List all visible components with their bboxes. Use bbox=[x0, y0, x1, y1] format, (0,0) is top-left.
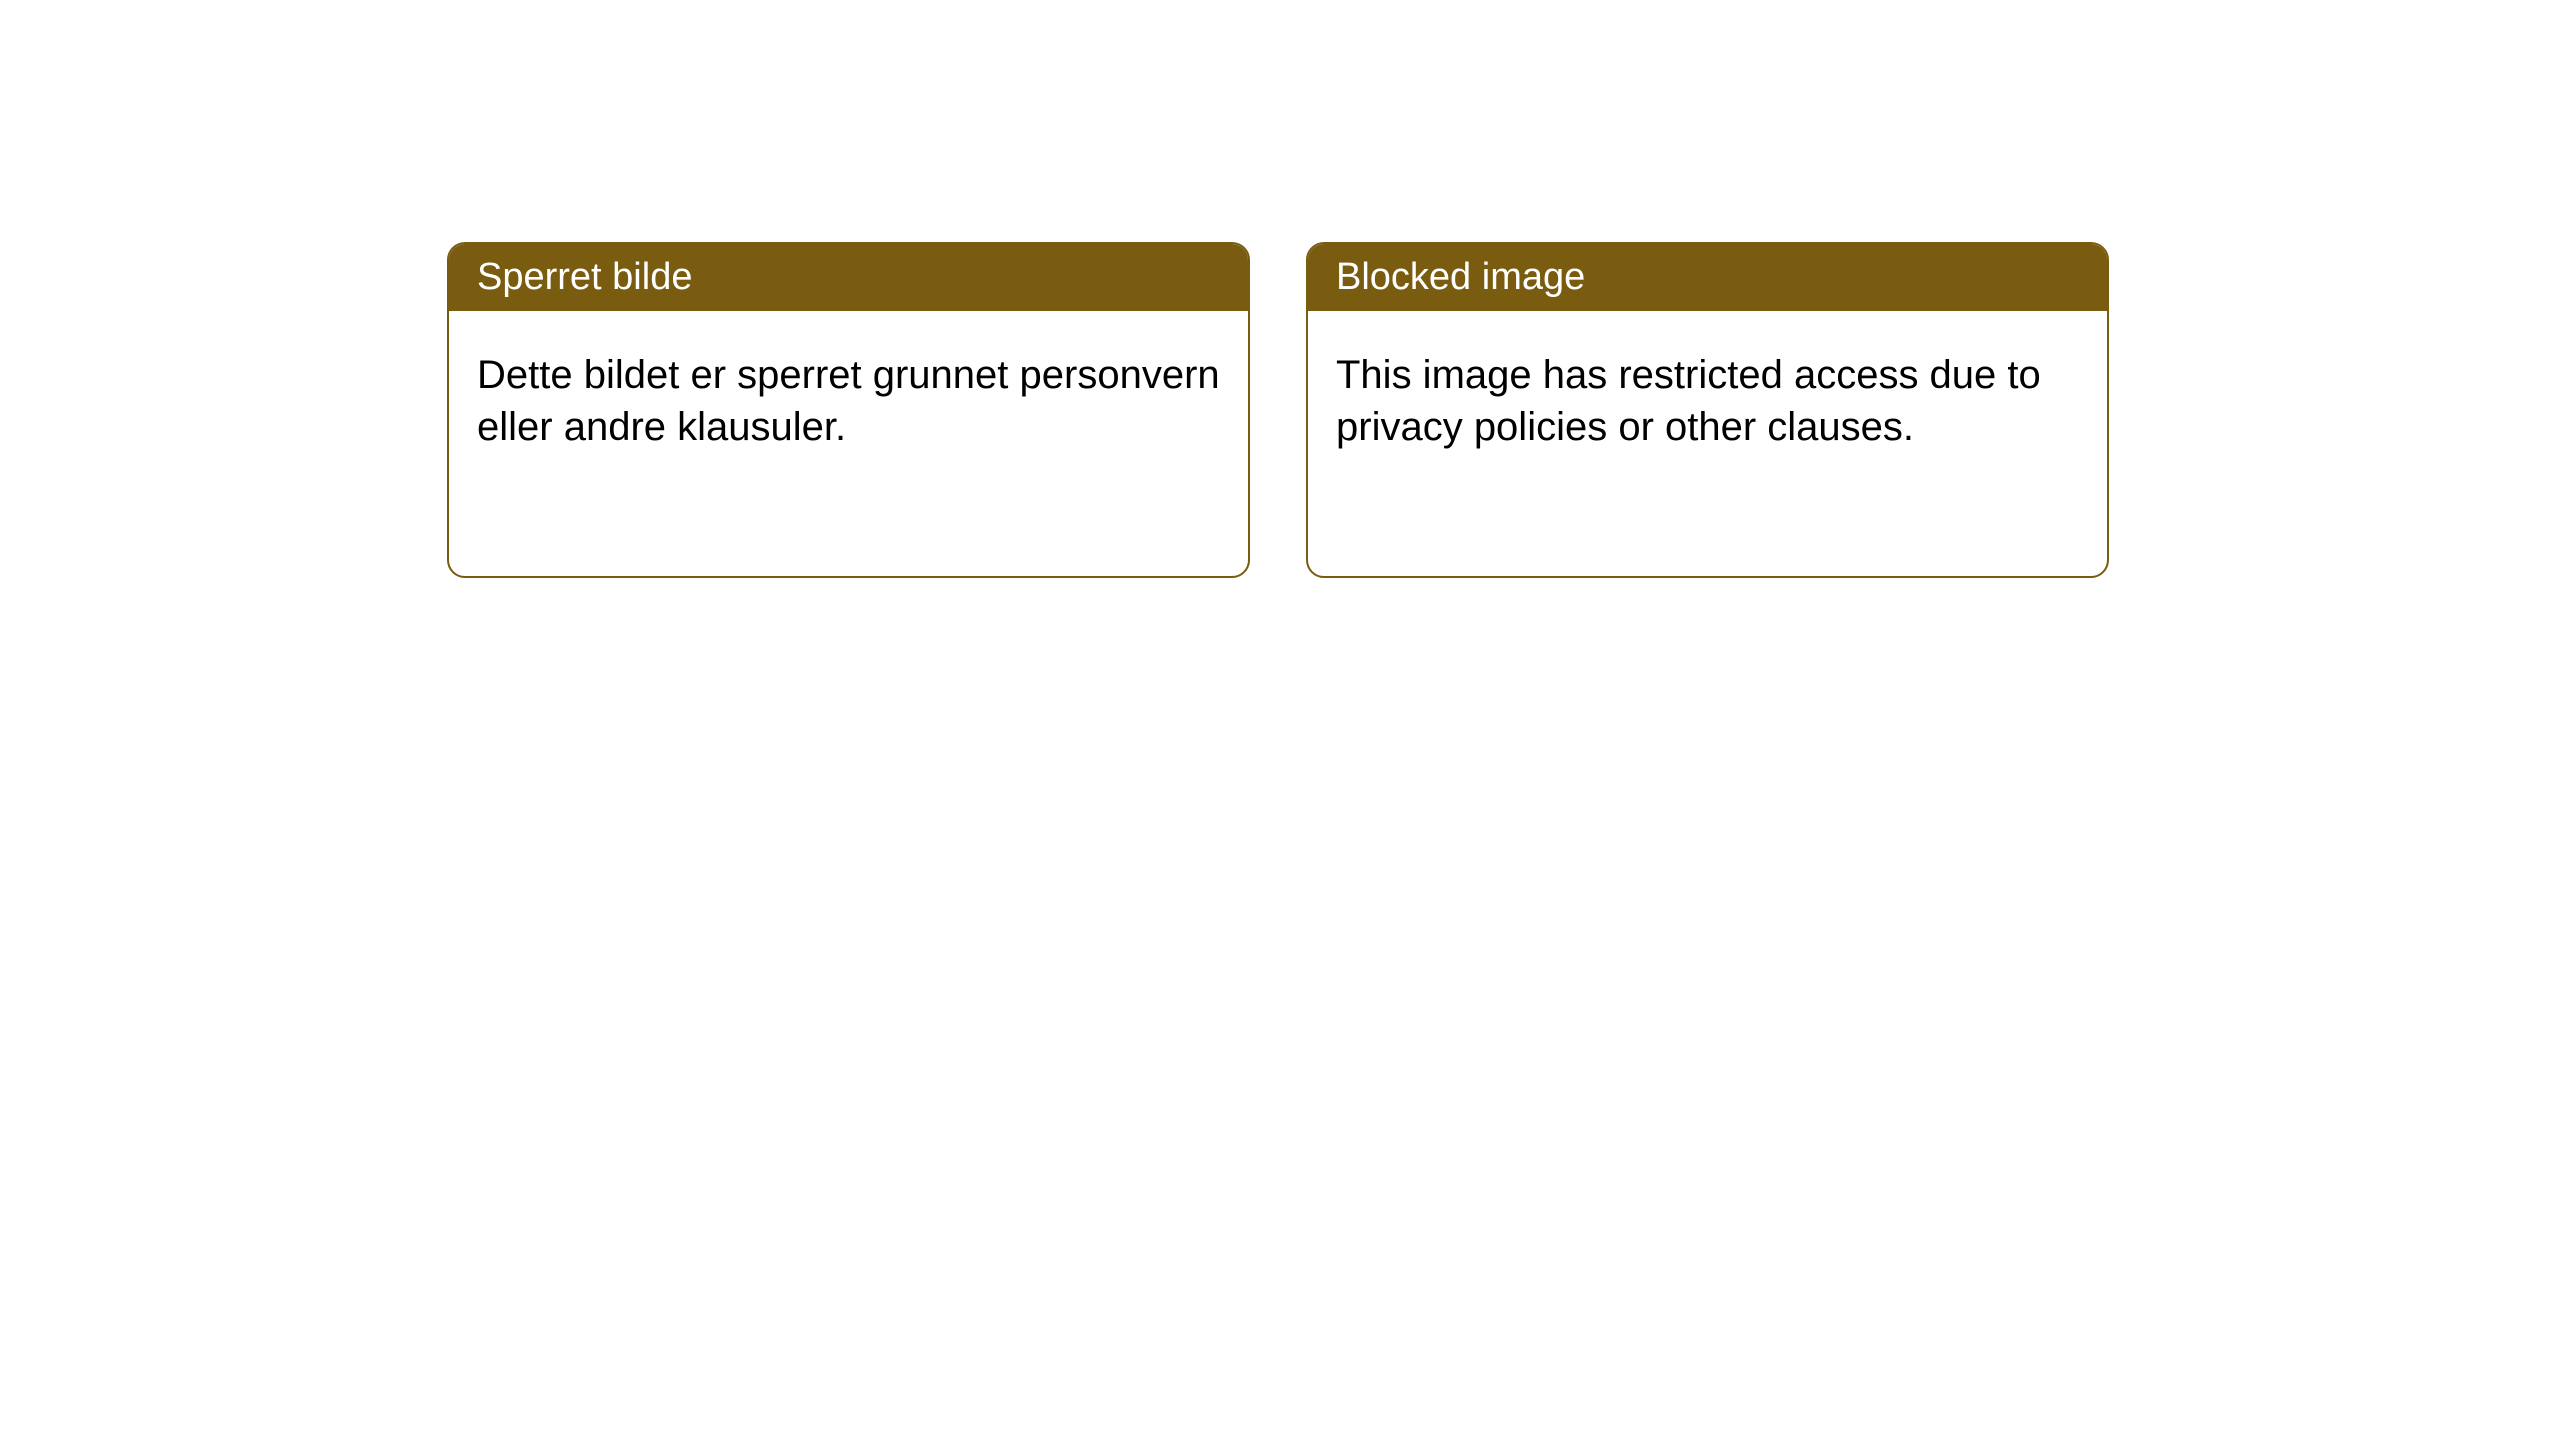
notice-card-english: Blocked image This image has restricted … bbox=[1306, 242, 2109, 578]
card-body: This image has restricted access due to … bbox=[1308, 311, 2107, 491]
card-body: Dette bildet er sperret grunnet personve… bbox=[449, 311, 1248, 491]
card-header: Blocked image bbox=[1308, 244, 2107, 311]
notice-container: Sperret bilde Dette bildet er sperret gr… bbox=[0, 0, 2560, 578]
notice-card-norwegian: Sperret bilde Dette bildet er sperret gr… bbox=[447, 242, 1250, 578]
card-header: Sperret bilde bbox=[449, 244, 1248, 311]
